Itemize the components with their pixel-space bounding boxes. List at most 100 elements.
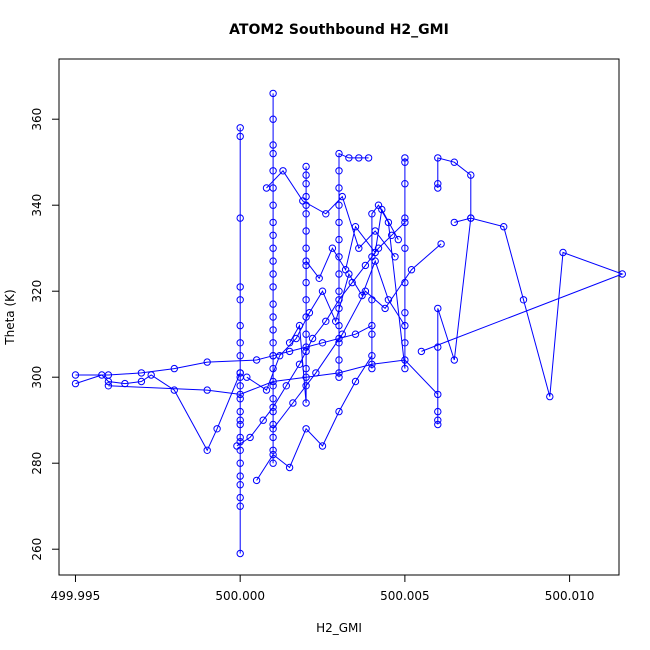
data-point bbox=[302, 261, 310, 270]
series-line bbox=[75, 372, 241, 452]
data-point bbox=[71, 379, 80, 388]
data-point bbox=[401, 339, 409, 347]
data-point bbox=[355, 154, 363, 162]
data-point bbox=[338, 330, 346, 338]
data-point bbox=[302, 382, 310, 390]
data-point bbox=[269, 149, 277, 158]
data-point bbox=[401, 356, 409, 364]
data-point bbox=[302, 425, 310, 433]
data-point bbox=[302, 210, 310, 218]
data-point bbox=[378, 205, 386, 214]
data-point bbox=[434, 154, 442, 162]
data-point bbox=[269, 141, 277, 149]
data-point bbox=[269, 326, 277, 334]
data-point bbox=[213, 425, 221, 433]
x-tick-label: 500.010 bbox=[545, 589, 595, 603]
data-point bbox=[269, 459, 277, 467]
y-tick-label: 260 bbox=[30, 538, 44, 561]
data-point bbox=[246, 433, 254, 442]
data-point bbox=[355, 244, 363, 252]
data-point bbox=[407, 266, 416, 274]
data-point bbox=[236, 395, 244, 403]
data-point bbox=[345, 154, 353, 162]
series-line bbox=[437, 157, 472, 425]
data-point bbox=[252, 356, 261, 364]
data-point bbox=[388, 231, 396, 240]
data-point bbox=[335, 201, 343, 209]
data-point bbox=[381, 304, 389, 313]
data-point bbox=[417, 347, 426, 356]
y-tick-label: 360 bbox=[30, 108, 44, 131]
series-line bbox=[421, 217, 624, 397]
data-point bbox=[269, 231, 277, 240]
data-point bbox=[269, 420, 277, 429]
data-point bbox=[292, 334, 300, 343]
data-point bbox=[335, 356, 343, 364]
data-point bbox=[434, 420, 442, 429]
data-point bbox=[236, 416, 244, 424]
series-line bbox=[305, 207, 399, 280]
y-axis-label: Theta (K) bbox=[3, 289, 17, 345]
data-point bbox=[302, 171, 310, 179]
data-point bbox=[302, 343, 310, 351]
data-point bbox=[467, 214, 475, 222]
data-point bbox=[401, 364, 409, 373]
data-point bbox=[519, 296, 528, 304]
data-point bbox=[434, 304, 442, 313]
data-point bbox=[335, 339, 343, 347]
data-point bbox=[312, 369, 320, 377]
data-point bbox=[269, 377, 277, 386]
data-point bbox=[236, 339, 244, 347]
data-point bbox=[335, 184, 343, 192]
series-lines bbox=[75, 93, 624, 554]
data-point bbox=[269, 403, 277, 411]
x-tick-label: 500.000 bbox=[215, 589, 265, 603]
data-point bbox=[302, 296, 310, 304]
data-point bbox=[437, 240, 445, 248]
data-point bbox=[384, 218, 393, 227]
data-point bbox=[269, 339, 277, 347]
data-point bbox=[348, 278, 356, 287]
data-point bbox=[467, 171, 475, 179]
data-point bbox=[269, 115, 277, 123]
data-point bbox=[262, 184, 271, 192]
data-point bbox=[305, 309, 314, 317]
data-point bbox=[368, 352, 376, 360]
data-point bbox=[322, 210, 330, 218]
data-point bbox=[302, 257, 310, 265]
y-tick-label: 320 bbox=[30, 280, 44, 303]
data-point bbox=[351, 377, 360, 386]
data-point bbox=[302, 330, 310, 338]
data-point bbox=[315, 274, 323, 282]
data-point bbox=[236, 132, 244, 141]
data-point bbox=[203, 358, 211, 366]
data-point bbox=[434, 407, 442, 416]
data-point bbox=[546, 392, 554, 401]
data-point bbox=[361, 287, 370, 295]
data-point bbox=[332, 317, 340, 325]
data-point bbox=[401, 309, 409, 317]
data-point bbox=[302, 364, 310, 373]
data-point bbox=[269, 313, 277, 321]
data-point bbox=[269, 257, 277, 265]
data-point bbox=[434, 416, 442, 424]
data-point bbox=[269, 283, 277, 291]
data-point bbox=[302, 399, 310, 407]
data-point bbox=[170, 386, 179, 394]
data-point bbox=[269, 407, 277, 416]
data-point bbox=[335, 235, 343, 244]
series-line bbox=[272, 243, 442, 430]
data-point bbox=[269, 450, 277, 459]
data-point bbox=[401, 180, 409, 188]
data-point bbox=[203, 446, 211, 454]
data-point bbox=[335, 407, 343, 416]
data-point bbox=[361, 261, 370, 270]
data-point bbox=[559, 248, 567, 257]
data-point bbox=[269, 382, 277, 390]
data-point bbox=[401, 154, 409, 162]
data-point bbox=[295, 321, 304, 330]
data-point bbox=[351, 330, 360, 338]
data-point bbox=[302, 347, 310, 356]
data-point bbox=[338, 192, 346, 201]
data-point bbox=[285, 339, 294, 347]
